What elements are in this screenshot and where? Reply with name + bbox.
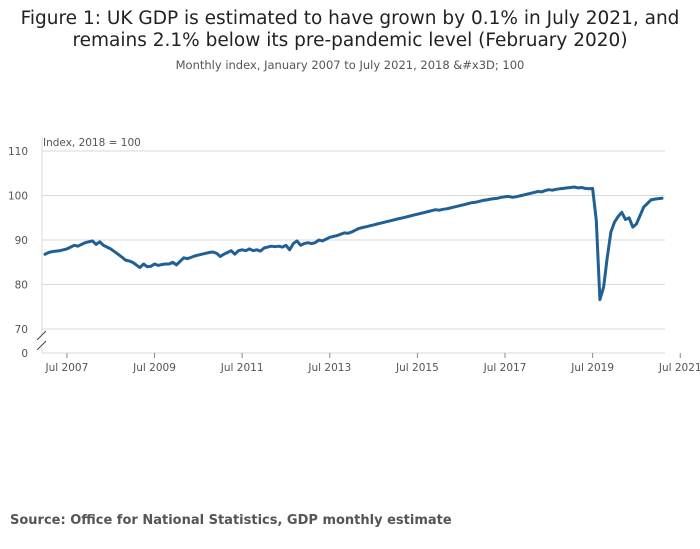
x-tick-label: Jul 2007 [45, 362, 89, 374]
y-tick-label: 100 [8, 191, 28, 203]
x-tick-label: Jul 2019 [570, 362, 614, 374]
chart-title-line-2: remains 2.1% below its pre-pandemic leve… [72, 30, 628, 51]
y-tick-labels: 0 70 80 90 100 110 [8, 146, 28, 360]
y-axis-label: Index, 2018 = 100 [43, 137, 141, 149]
x-tick-label: Jul 2011 [220, 362, 264, 374]
axis-break-slash-lower [36, 340, 47, 351]
axis-break-marker [36, 330, 48, 351]
x-tick-label: Jul 2013 [307, 362, 351, 374]
y-tick-label: 80 [15, 280, 28, 292]
y-tick-label: 0 [21, 348, 28, 360]
source-note: Source: Office for National Statistics, … [10, 513, 452, 528]
grid-layer [41, 137, 665, 354]
x-tick-label: Jul 2015 [395, 362, 439, 374]
y-tick-label: 110 [8, 146, 28, 158]
chart-title-line-1: Figure 1: UK GDP is estimated to have gr… [20, 8, 680, 29]
x-tick-label: Jul 2017 [483, 362, 527, 374]
x-tick-label: Jul 2021 [658, 362, 700, 374]
series-layer [43, 185, 664, 302]
y-tick-label: 70 [15, 324, 28, 336]
x-tick-labels: Jul 2007 Jul 2009 Jul 2011 Jul 2013 Jul 2015… [45, 353, 700, 374]
y-tick-label: 90 [15, 235, 28, 247]
x-tick-label: Jul 2009 [132, 362, 176, 374]
chart-subtitle: Monthly index, January 2007 to July 2021… [175, 58, 525, 72]
series-line-0 [43, 185, 664, 302]
chart-title: Figure 1: UK GDP is estimated to have gr… [0, 8, 700, 52]
axis-break-slash-upper [36, 330, 47, 341]
